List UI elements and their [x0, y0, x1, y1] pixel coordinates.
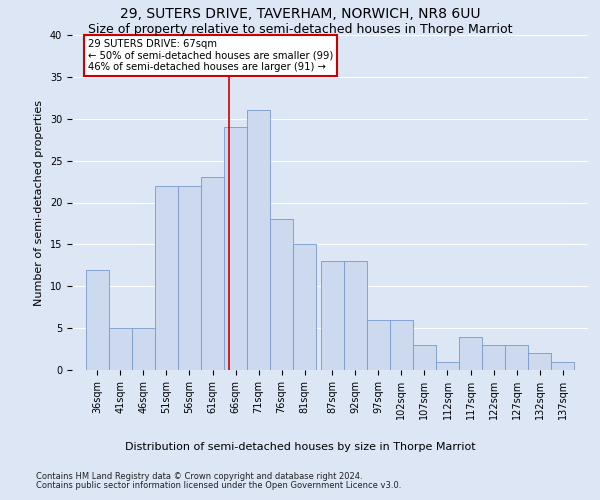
- Text: 29, SUTERS DRIVE, TAVERHAM, NORWICH, NR8 6UU: 29, SUTERS DRIVE, TAVERHAM, NORWICH, NR8…: [120, 8, 480, 22]
- Bar: [178, 186, 201, 370]
- Y-axis label: Number of semi-detached properties: Number of semi-detached properties: [34, 100, 44, 306]
- Bar: [321, 261, 344, 370]
- Bar: [293, 244, 316, 370]
- Text: Contains public sector information licensed under the Open Government Licence v3: Contains public sector information licen…: [36, 481, 401, 490]
- Text: 29 SUTERS DRIVE: 67sqm
← 50% of semi-detached houses are smaller (99)
46% of sem: 29 SUTERS DRIVE: 67sqm ← 50% of semi-det…: [88, 39, 334, 72]
- Bar: [505, 345, 528, 370]
- Bar: [413, 345, 436, 370]
- Bar: [109, 328, 132, 370]
- Bar: [270, 219, 293, 370]
- Bar: [247, 110, 270, 370]
- Bar: [436, 362, 459, 370]
- Bar: [86, 270, 109, 370]
- Bar: [344, 261, 367, 370]
- Bar: [528, 353, 551, 370]
- Bar: [459, 336, 482, 370]
- Text: Size of property relative to semi-detached houses in Thorpe Marriot: Size of property relative to semi-detach…: [88, 22, 512, 36]
- Bar: [482, 345, 505, 370]
- Text: Contains HM Land Registry data © Crown copyright and database right 2024.: Contains HM Land Registry data © Crown c…: [36, 472, 362, 481]
- Bar: [132, 328, 155, 370]
- Bar: [551, 362, 574, 370]
- Text: Distribution of semi-detached houses by size in Thorpe Marriot: Distribution of semi-detached houses by …: [125, 442, 475, 452]
- Bar: [224, 127, 247, 370]
- Bar: [155, 186, 178, 370]
- Bar: [367, 320, 390, 370]
- Bar: [201, 178, 224, 370]
- Bar: [390, 320, 413, 370]
